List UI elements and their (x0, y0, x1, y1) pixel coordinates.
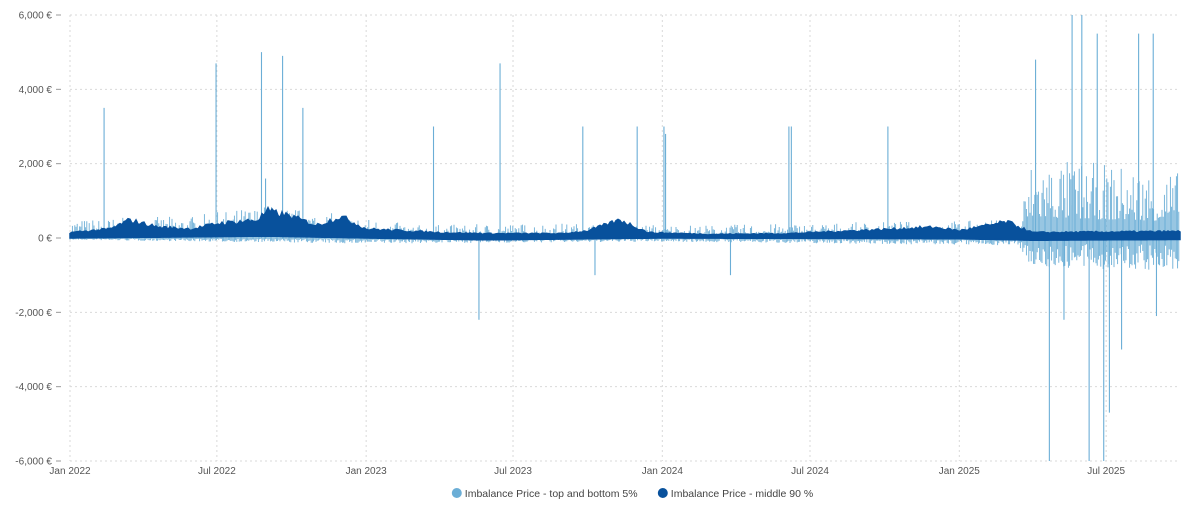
y-tick-label: 2,000 € (19, 159, 53, 170)
x-tick-label: Jul 2024 (791, 466, 829, 477)
x-tick-label: Jul 2023 (494, 466, 532, 477)
y-tick-label: -6,000 € (15, 457, 52, 468)
x-tick-label: Jan 2022 (49, 466, 91, 477)
x-tick-label: Jan 2023 (346, 466, 388, 477)
y-tick-label: -2,000 € (15, 308, 52, 319)
y-tick-label: 6,000 € (19, 11, 53, 22)
legend[interactable]: Imbalance Price - top and bottom 5% Imbal… (451, 488, 813, 500)
x-tick-label: Jan 2024 (642, 466, 684, 477)
x-tick-label: Jul 2025 (1087, 466, 1125, 477)
series-top-bottom-5-texture (69, 162, 1180, 270)
series-middle-90-band (69, 205, 1181, 241)
legend-item-middle-90[interactable]: Imbalance Price - middle 90 % (657, 488, 813, 500)
legend-item-top-bottom-5[interactable]: Imbalance Price - top and bottom 5% (451, 488, 638, 500)
x-tick-label: Jan 2025 (939, 466, 981, 477)
x-tick-label: Jul 2022 (198, 466, 236, 477)
axis-layer: 6,000 € 4,000 € 2,000 € 0 € -2,000 € -4,000 €… (15, 11, 1125, 478)
y-tick-label: -4,000 € (15, 382, 52, 393)
legend-marker (657, 488, 668, 498)
y-tick-label: 4,000 € (19, 85, 53, 96)
series-middle-90-layer (69, 205, 1181, 241)
y-tick-label: 0 € (38, 234, 52, 245)
legend-label: Imbalance Price - top and bottom 5% (465, 488, 638, 500)
legend-label: Imbalance Price - middle 90 % (671, 488, 813, 500)
legend-marker (451, 488, 462, 498)
